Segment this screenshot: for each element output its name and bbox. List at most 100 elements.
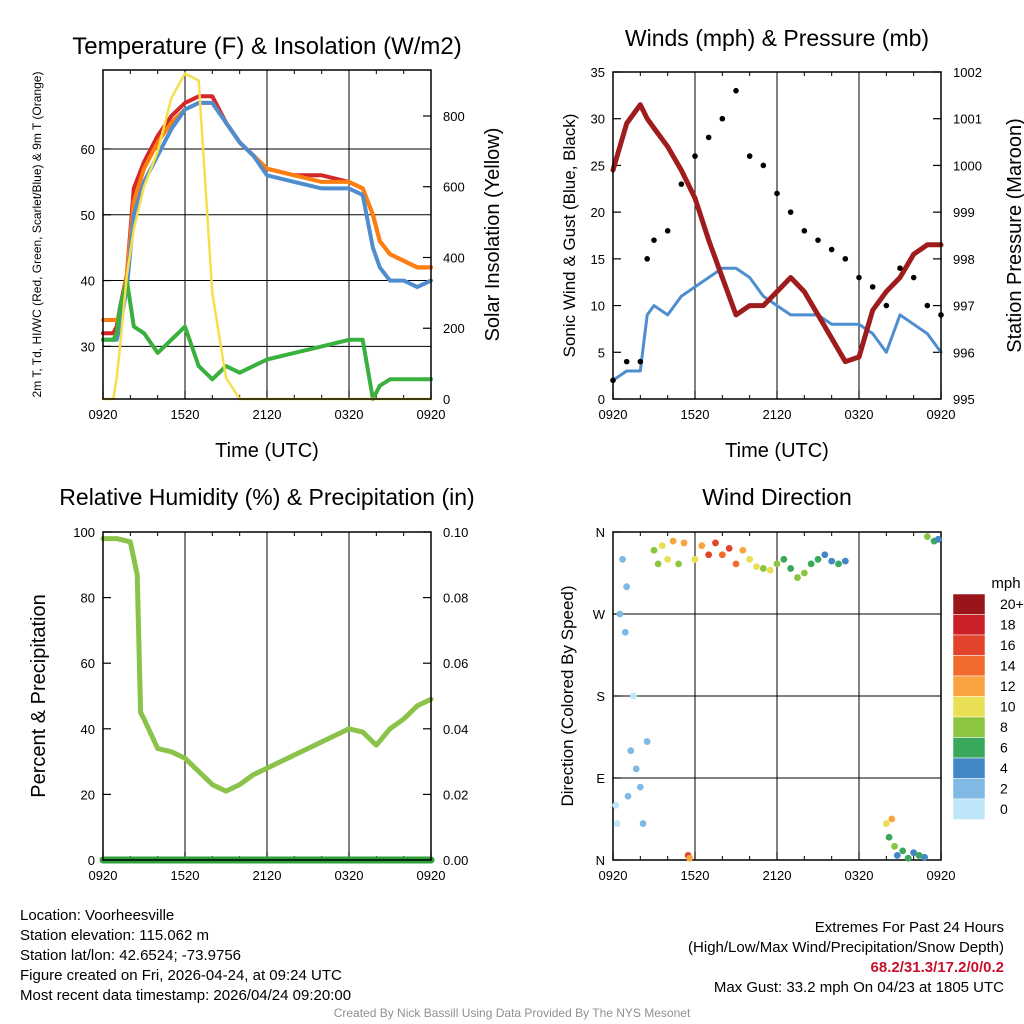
x-tick-label: 0920 bbox=[89, 868, 118, 883]
wind-direction-point bbox=[613, 820, 621, 827]
y-right-tick-label: 0 bbox=[443, 392, 450, 407]
gust-point bbox=[869, 284, 876, 290]
y-right-tick-label: 1002 bbox=[953, 65, 982, 80]
y-right-tick-label: 400 bbox=[443, 250, 465, 265]
y-tick-label: 0 bbox=[88, 853, 95, 868]
x-tick-label: 1520 bbox=[171, 407, 200, 422]
y-tick-label: 40 bbox=[81, 722, 95, 737]
wind-direction-point bbox=[664, 555, 672, 563]
gust-point bbox=[815, 237, 821, 243]
y-tick-label: 60 bbox=[81, 142, 95, 157]
wind-direction-point bbox=[773, 560, 781, 568]
y-right-tick-label: 996 bbox=[953, 345, 975, 360]
extremes-values: 68.2/31.3/17.2/0/0.2 bbox=[870, 959, 1004, 976]
legend-label: 16 bbox=[1000, 637, 1016, 653]
y-axis-label: Percent & Precipitation bbox=[28, 594, 50, 797]
recent-data-text: Most recent data timestamp: 2026/04/24 0… bbox=[20, 987, 352, 1004]
chart-title: Temperature (F) & Insolation (W/m2) bbox=[72, 33, 461, 60]
wind-direction-point bbox=[632, 765, 640, 773]
wind-direction-point bbox=[794, 574, 801, 581]
legend-label: 20+ bbox=[1000, 596, 1024, 612]
legend-label: 10 bbox=[1000, 699, 1016, 715]
x-tick-label: 2120 bbox=[253, 868, 282, 883]
legend-swatch bbox=[952, 593, 986, 615]
wind-direction-point bbox=[835, 560, 842, 568]
y-right-tick-label: 800 bbox=[443, 109, 465, 124]
wind-direction-point bbox=[639, 820, 647, 827]
wind-direction-point bbox=[739, 546, 747, 554]
wind-direction-point bbox=[650, 546, 658, 554]
x-tick-label: 0320 bbox=[335, 407, 364, 422]
x-tick-label: 0320 bbox=[845, 868, 874, 883]
wind-direction-point bbox=[732, 560, 740, 568]
extremes-info: Extremes For Past 24 Hours (High/Low/Max… bbox=[688, 918, 1004, 998]
extremes-title: Extremes For Past 24 Hours bbox=[814, 919, 1004, 936]
wind-direction-point bbox=[787, 565, 795, 572]
wind-direction-point bbox=[712, 539, 719, 547]
wind-direction-point bbox=[621, 628, 629, 636]
wind-direction-point bbox=[888, 815, 896, 823]
x-tick-label: 1520 bbox=[171, 868, 200, 883]
plot-frame bbox=[102, 531, 432, 861]
y-right-tick-label: 999 bbox=[953, 205, 975, 220]
legend-label: 8 bbox=[1000, 719, 1008, 735]
wind-direction-point bbox=[807, 560, 815, 568]
x-tick-label: 0320 bbox=[845, 407, 874, 422]
y-tick-label: 25 bbox=[591, 158, 605, 173]
plot-frame bbox=[612, 531, 942, 861]
gust-point bbox=[692, 153, 698, 159]
wind-direction-point bbox=[899, 847, 907, 855]
gust-point bbox=[760, 162, 767, 169]
gust-point bbox=[705, 134, 712, 141]
y-tick-label: 40 bbox=[81, 274, 95, 289]
wind-direction-point bbox=[821, 551, 829, 559]
y-right-axis-label: Solar Insolation (Yellow) bbox=[482, 128, 504, 342]
wind-direction-point bbox=[780, 555, 788, 563]
gust-point bbox=[883, 302, 890, 309]
wind-direction-point bbox=[882, 820, 890, 827]
x-tick-label: 0920 bbox=[927, 868, 956, 883]
legend-swatch bbox=[952, 737, 986, 759]
gust-point bbox=[637, 358, 644, 365]
legend-label: 2 bbox=[1000, 781, 1008, 797]
wind-direction-point bbox=[753, 563, 760, 571]
legend-swatch bbox=[952, 696, 986, 718]
y-axis-label: Sonic Wind & Gust (Blue, Black) bbox=[560, 114, 579, 358]
gust-point bbox=[842, 256, 849, 262]
wind-direction-point bbox=[841, 557, 849, 565]
legend-label: 4 bbox=[1000, 760, 1008, 776]
plot-frame bbox=[612, 71, 942, 400]
wind-direction-point bbox=[893, 852, 901, 859]
max-gust-text: Max Gust: 33.2 mph On 04/23 at 1805 UTC bbox=[713, 979, 1004, 996]
y-tick-label: 30 bbox=[591, 112, 605, 127]
legend-label: 14 bbox=[1000, 658, 1016, 674]
legend-label: 12 bbox=[1000, 678, 1016, 694]
wind-direction-point bbox=[746, 555, 754, 563]
gust-point bbox=[664, 228, 671, 234]
chart-title: Wind Direction bbox=[702, 484, 852, 510]
wind-direction-point bbox=[934, 535, 942, 543]
wind-direction-point bbox=[623, 583, 631, 591]
y-tick-label: 60 bbox=[81, 656, 95, 671]
y-tick-label: W bbox=[593, 607, 606, 622]
y-right-tick-label: 1000 bbox=[953, 158, 982, 173]
y-axis-label: Direction (Colored By Speed) bbox=[558, 585, 577, 806]
x-tick-label: 0920 bbox=[417, 407, 446, 422]
wind-direction-point bbox=[630, 692, 637, 700]
y-right-axis-label: Station Pressure (Maroon) bbox=[1004, 118, 1024, 353]
x-tick-label: 2120 bbox=[763, 868, 792, 883]
gust-point bbox=[651, 237, 657, 243]
y-tick-label: N bbox=[596, 853, 605, 868]
wind-direction-point bbox=[636, 783, 644, 791]
gust-point bbox=[746, 153, 753, 159]
chart-title: Relative Humidity (%) & Precipitation (i… bbox=[59, 484, 474, 510]
legend-label: 6 bbox=[1000, 740, 1008, 756]
location-text: Location: Voorheesville bbox=[20, 907, 175, 924]
wind-direction-point bbox=[619, 555, 626, 563]
y-tick-label: 50 bbox=[81, 208, 95, 223]
gust-point bbox=[924, 302, 931, 309]
y-axis-label: 2m T, Td, HI/WC (Red, Green, Scarlet/Blu… bbox=[30, 72, 44, 398]
wind-direction-point bbox=[766, 566, 774, 574]
y-tick-label: N bbox=[596, 525, 605, 540]
